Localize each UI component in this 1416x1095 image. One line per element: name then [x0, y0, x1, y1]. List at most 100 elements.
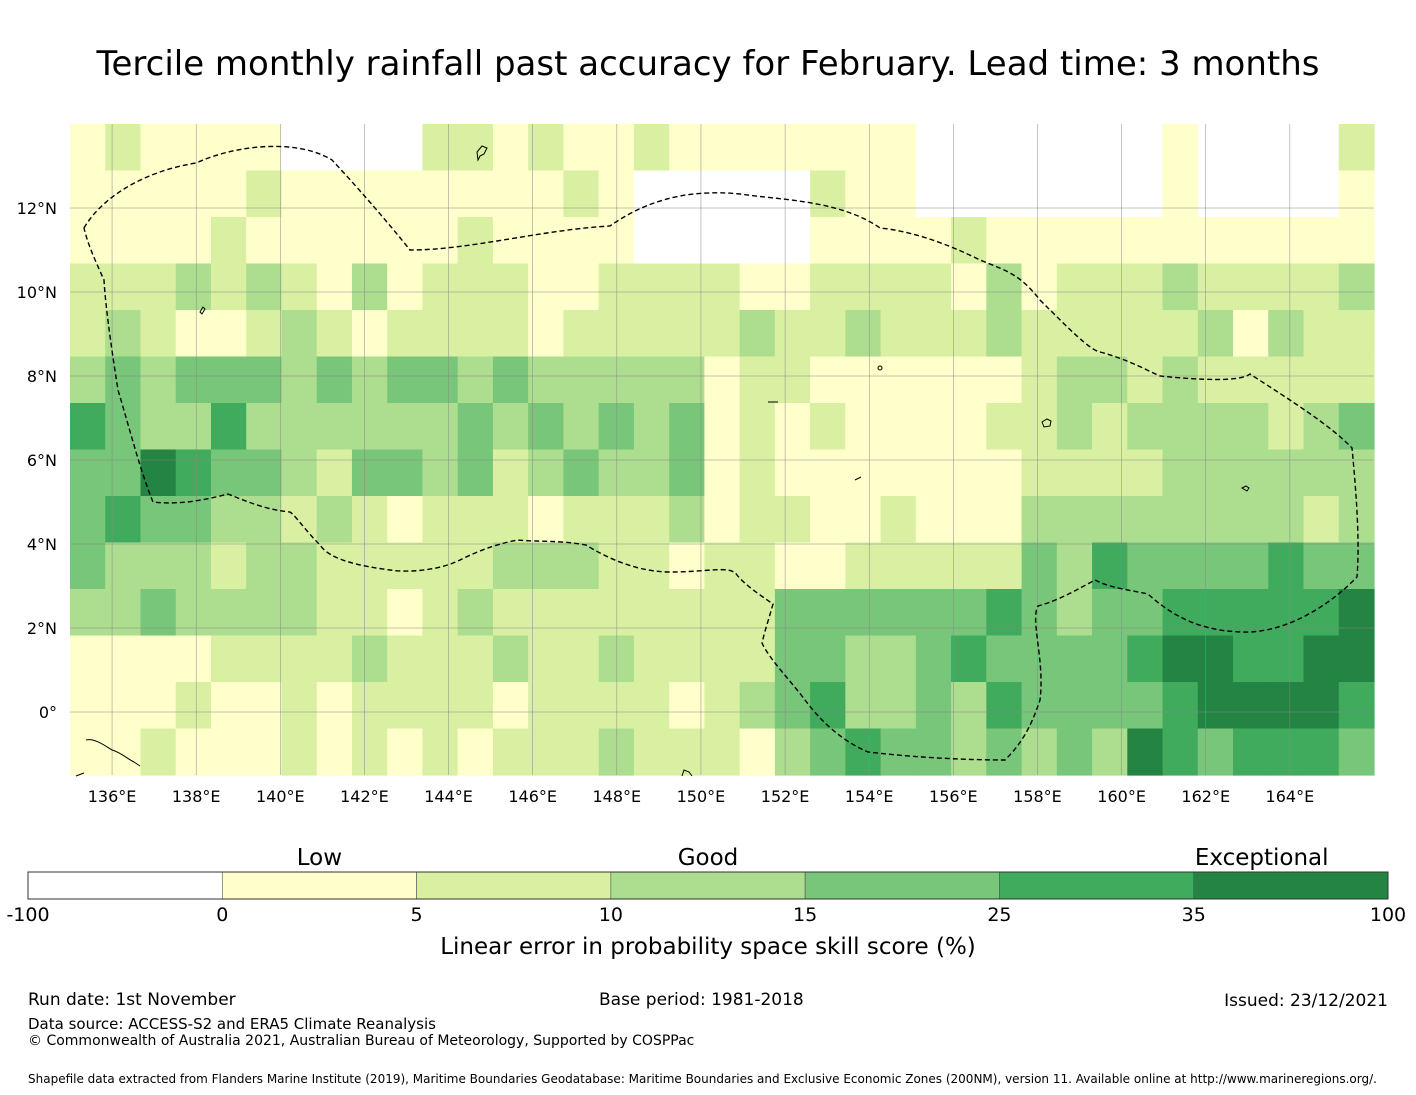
grid-cell	[598, 635, 635, 683]
grid-cell	[528, 496, 564, 544]
grid-cell	[1127, 310, 1164, 358]
grid-cell	[986, 170, 1023, 218]
grid-cell	[1197, 124, 1234, 172]
grid-cell	[704, 170, 741, 218]
grid-cell	[845, 635, 882, 683]
grid-cell	[1162, 310, 1199, 358]
x-tick-label: 162°E	[1181, 787, 1230, 806]
eez-boundary-line	[83, 145, 1359, 761]
grid-cell	[422, 310, 459, 358]
grid-cell	[704, 403, 741, 451]
grid-cell	[1127, 496, 1164, 544]
grid-cell	[1092, 728, 1128, 776]
grid-cell	[669, 542, 705, 590]
grid-cell	[1092, 263, 1128, 311]
grid-cell	[774, 449, 811, 497]
grid-cell	[986, 403, 1023, 451]
grid-cell	[739, 496, 776, 544]
colorbar-category: Good	[678, 845, 739, 871]
colorbar-swatch	[416, 871, 612, 900]
grid-cell	[210, 403, 247, 451]
grid-cell	[563, 170, 600, 218]
grid-cell	[986, 310, 1023, 358]
grid-cell	[915, 682, 952, 730]
grid-cell	[598, 263, 635, 311]
grid-cell	[986, 589, 1023, 637]
grid-cell	[1092, 449, 1128, 497]
grid-cell	[387, 124, 424, 172]
grid-cell	[1092, 589, 1128, 637]
grid-cell	[387, 217, 424, 265]
grid-cell	[140, 263, 177, 311]
grid-cell	[387, 403, 424, 451]
grid-cell	[845, 728, 882, 776]
grid-cell	[246, 682, 283, 730]
grid-cell	[1338, 449, 1375, 497]
x-tick-label: 154°E	[845, 787, 894, 806]
grid-cell	[1162, 496, 1199, 544]
grid-cell	[1021, 589, 1058, 637]
grid-cell	[880, 124, 917, 172]
grid-cell	[1127, 403, 1164, 451]
grid-cell	[563, 635, 600, 683]
grid-cell	[140, 682, 177, 730]
grid-cell	[281, 217, 318, 265]
grid-cell	[457, 217, 494, 265]
grid-cell	[633, 728, 670, 776]
grid-cell	[70, 682, 106, 730]
grid-cell	[246, 542, 283, 590]
grid-cell	[669, 310, 705, 358]
grid-cell	[810, 310, 846, 358]
grid-cell	[598, 124, 635, 172]
grid-cell	[774, 542, 811, 590]
grid-cell	[1197, 635, 1234, 683]
grid-cell	[210, 310, 247, 358]
grid-cell	[210, 589, 247, 637]
grid-cell	[951, 682, 987, 730]
grid-cell	[316, 449, 353, 497]
colorbar-swatch	[610, 871, 806, 900]
grid-cell	[704, 124, 741, 172]
grid-cell	[1338, 217, 1375, 265]
grid-cell	[246, 728, 283, 776]
grid-cell	[1338, 263, 1375, 311]
colorbar-swatch	[1193, 871, 1389, 900]
grid-cell	[986, 263, 1023, 311]
grid-cell	[1233, 449, 1269, 497]
grid-cell	[281, 356, 318, 404]
grid-cell	[1233, 682, 1269, 730]
grid-cell	[1233, 635, 1269, 683]
grid-cell	[422, 170, 459, 218]
grid-cell	[1233, 589, 1269, 637]
grid-cell	[387, 170, 424, 218]
grid-cell	[387, 496, 424, 544]
grid-cell	[739, 542, 776, 590]
grid-cell	[457, 263, 494, 311]
grid-cell	[1303, 124, 1340, 172]
grid-cell	[1268, 170, 1305, 218]
grid-cell	[246, 217, 283, 265]
grid-cell	[351, 170, 388, 218]
grid-cell	[633, 124, 670, 172]
grid-cell	[951, 170, 987, 218]
grid-cell	[1021, 170, 1058, 218]
grid-cell	[1197, 728, 1234, 776]
grid-cell	[774, 589, 811, 637]
colorbar-category: Low	[297, 845, 342, 871]
grid-cell	[845, 449, 882, 497]
grid-cell	[633, 217, 670, 265]
grid-cell	[1092, 310, 1128, 358]
copyright: © Commonwealth of Australia 2021, Austra…	[28, 1033, 695, 1049]
grid-cell	[1092, 124, 1128, 172]
grid-cell	[633, 542, 670, 590]
map-gridlines	[70, 124, 1374, 775]
grid-cell	[774, 170, 811, 218]
grid-cell	[70, 217, 106, 265]
grid-cell	[70, 589, 106, 637]
colorbar-label: Linear error in probability space skill …	[440, 934, 976, 960]
grid-cell	[70, 728, 106, 776]
grid-cell	[669, 356, 705, 404]
grid-cell	[598, 589, 635, 637]
grid-cell	[633, 403, 670, 451]
grid-cell	[387, 589, 424, 637]
